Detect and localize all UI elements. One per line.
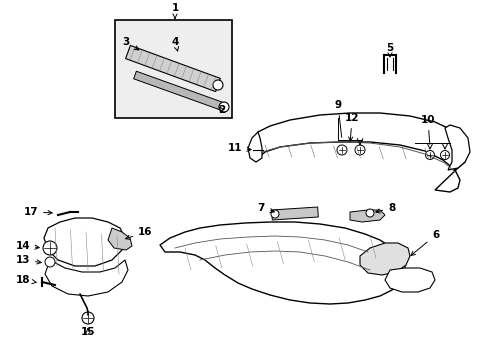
- Circle shape: [336, 145, 346, 155]
- Polygon shape: [359, 243, 409, 275]
- Polygon shape: [258, 113, 467, 192]
- Circle shape: [43, 241, 57, 255]
- Polygon shape: [444, 125, 469, 170]
- Circle shape: [213, 80, 223, 90]
- Text: 16: 16: [125, 227, 152, 239]
- Circle shape: [354, 145, 364, 155]
- Circle shape: [270, 210, 279, 218]
- Text: 17: 17: [23, 207, 52, 217]
- Text: 10: 10: [420, 115, 434, 144]
- Text: 7: 7: [257, 203, 274, 213]
- Polygon shape: [384, 268, 434, 292]
- Polygon shape: [349, 210, 384, 222]
- Text: 15: 15: [81, 327, 95, 337]
- Circle shape: [440, 150, 448, 159]
- Text: 5: 5: [386, 43, 393, 57]
- Circle shape: [45, 257, 55, 267]
- Text: 8: 8: [375, 203, 394, 213]
- Bar: [115, 20, 231, 118]
- Polygon shape: [133, 71, 225, 111]
- Text: 6: 6: [410, 230, 438, 256]
- Text: 14: 14: [15, 241, 39, 251]
- Text: 18: 18: [16, 275, 36, 285]
- Text: 12: 12: [344, 113, 359, 141]
- Text: 4: 4: [171, 37, 178, 51]
- Polygon shape: [44, 218, 125, 266]
- Text: 1: 1: [171, 3, 178, 19]
- Circle shape: [82, 312, 94, 324]
- Polygon shape: [247, 132, 262, 162]
- Text: 2: 2: [218, 105, 225, 115]
- Text: 11: 11: [227, 143, 251, 153]
- Circle shape: [365, 209, 373, 217]
- Polygon shape: [125, 45, 220, 91]
- Circle shape: [425, 150, 434, 159]
- Text: 13: 13: [16, 255, 41, 265]
- Polygon shape: [160, 222, 404, 304]
- Text: 9: 9: [334, 100, 341, 137]
- Circle shape: [219, 102, 228, 112]
- Polygon shape: [45, 260, 128, 296]
- Polygon shape: [108, 228, 132, 250]
- Polygon shape: [271, 207, 318, 220]
- Text: 3: 3: [122, 37, 139, 50]
